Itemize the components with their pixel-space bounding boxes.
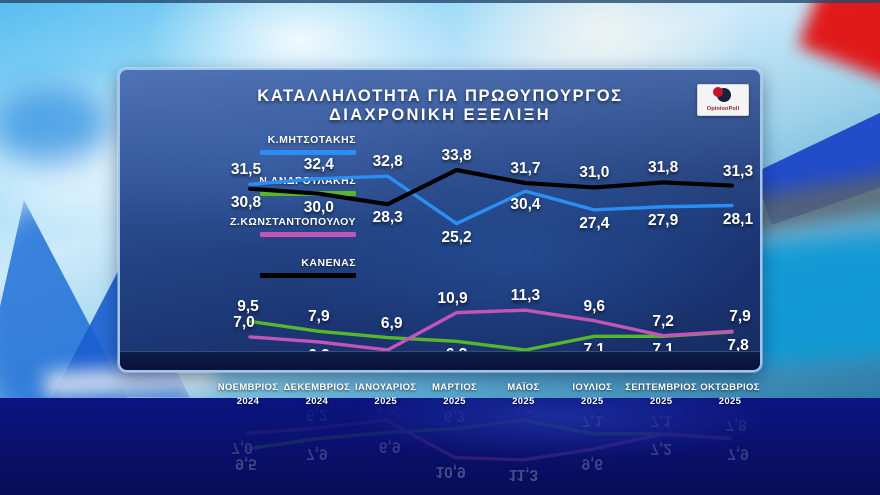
series-line-1: [248, 174, 734, 226]
x-axis-tick-month: ΟΚΤΩΒΡΙΟΣ: [700, 382, 760, 393]
data-point-label: 6,9: [380, 314, 403, 332]
data-point-label: 31,0: [579, 164, 610, 182]
data-point-label: 7,9: [308, 308, 330, 326]
legend-item-label: ΚΑΝΕΝΑΣ: [301, 257, 356, 269]
data-point-label: 11,3: [510, 287, 541, 305]
series-line-2: [248, 319, 734, 352]
logo-label: OpinionPoll: [706, 106, 740, 112]
x-axis-tick-month: ΜΑΪΟΣ: [507, 382, 540, 393]
legend-color-swatch: [260, 232, 356, 237]
x-axis-tick-year: 2025: [581, 396, 604, 407]
data-point-label: 28,1: [722, 210, 754, 228]
legend-item-1: Κ.ΜΗΤΣΟΤΑΚΗΣ: [120, 134, 366, 175]
data-point-label: 9,5: [237, 298, 259, 316]
data-point-label: 32,8: [372, 153, 403, 171]
data-point-label: 30,0: [303, 198, 334, 216]
x-axis-tick-year: 2024: [236, 396, 260, 407]
x-axis-tick-month: ΣΕΠΤΕΜΒΡΙΟΣ: [625, 382, 698, 393]
x-axis-tick-month: ΙΟΥΛΙΟΣ: [572, 382, 613, 393]
x-axis-tick-year: 2025: [512, 396, 535, 407]
data-point-label: 28,3: [372, 209, 403, 227]
x-axis-tick-month: ΙΑΝΟΥΑΡΙΟΣ: [355, 382, 417, 393]
x-axis-tick-year: 2025: [718, 396, 742, 407]
legend-item-4: ΚΑΝΕΝΑΣ: [120, 257, 366, 298]
opinionpoll-logo: OpinionPoll: [697, 84, 749, 116]
background-blur-shape: [0, 85, 110, 165]
x-axis-tick-2: ΔΕΚΕΜΒΡΙΟΣ 2024: [283, 381, 350, 409]
background-navy-band: [0, 398, 880, 495]
logo-dot-icon: [713, 87, 723, 97]
x-axis-tick-month: ΜΑΡΤΙΟΣ: [432, 382, 478, 393]
data-point-label: 7,0: [233, 313, 255, 331]
data-point-label: 31,7: [510, 160, 541, 178]
data-point-label: 7,8: [727, 336, 749, 354]
background-navy-glow: [300, 398, 820, 495]
x-axis-tick-year: 2025: [374, 396, 397, 407]
x-axis-tick-year: 2025: [649, 396, 673, 407]
page-title: ΚΑΤΑΛΛΗΛΟΤΗΤΑ ΓΙΑ ΠΡΩΘΥΠΟΥΡΓΟΣ ΔΙΑΧΡΟΝΙΚ…: [120, 87, 760, 125]
x-axis-tick-5: ΜΑΪΟΣ 2025: [507, 381, 539, 409]
x-axis-tick-3: ΙΑΝΟΥΑΡΙΟΣ 2025: [355, 381, 416, 409]
data-point-label: 27,9: [648, 211, 679, 229]
data-point-label: 31,5: [230, 161, 262, 179]
x-axis-tick-8: ΟΚΤΩΒΡΙΟΣ 2025: [700, 381, 760, 409]
chart-panel: ΚΑΤΑΛΛΗΛΟΤΗΤΑ ΓΙΑ ΠΡΩΘΥΠΟΥΡΓΟΣ ΔΙΑΧΡΟΝΙΚ…: [118, 68, 762, 372]
series-line-4: [247, 167, 735, 207]
legend-color-swatch: [260, 150, 356, 155]
x-axis-tick-year: 2024: [305, 396, 329, 407]
x-axis-tick-month: ΝΟΕΜΒΡΙΟΣ: [217, 382, 279, 393]
legend-item-label: Ζ.ΚΩΝΣΤΑΝΤΟΠΟΥΛΟΥ: [229, 216, 356, 228]
data-point-label: 27,4: [579, 214, 610, 232]
data-point-label: 7,2: [652, 312, 674, 330]
background-blur-shape: [744, 234, 880, 366]
x-axis: ΝΟΕΜΒΡΙΟΣ 2024 ΔΕΚΕΜΒΡΙΟΣ 2024 ΙΑΝΟΥΑΡΙΟΣ 202…: [118, 381, 760, 415]
x-axis-tick-year: 2025: [443, 396, 466, 407]
data-point-label: 9,6: [583, 297, 606, 315]
x-axis-tick-1: ΝΟΕΜΒΡΙΟΣ 2024: [218, 381, 279, 409]
title-line-1: ΚΑΤΑΛΛΗΛΟΤΗΤΑ ΓΙΑ ΠΡΩΘΥΠΟΥΡΓΟΣ: [257, 87, 623, 105]
data-point-label: 10,9: [437, 289, 468, 307]
data-point-label: 25,2: [441, 228, 472, 246]
data-point-label: 7,9: [729, 308, 751, 326]
panel-footer-bar: [120, 351, 760, 370]
legend-item-3: Ζ.ΚΩΝΣΤΑΝΤΟΠΟΥΛΟΥ: [120, 216, 366, 257]
x-axis-tick-7: ΣΕΠΤΕΜΒΡΙΟΣ 2025: [625, 381, 697, 409]
data-point-label: 31,8: [648, 159, 679, 177]
x-axis-tick-6: ΙΟΥΛΙΟΣ 2025: [572, 381, 612, 409]
line-chart: [247, 167, 735, 352]
background-top-divider: [0, 0, 880, 3]
data-point-label: 30,8: [230, 193, 262, 211]
data-point-label: 30,4: [510, 196, 541, 214]
data-point-label: 33,8: [441, 147, 472, 164]
legend-color-swatch: [260, 273, 356, 278]
legend-item-label: Κ.ΜΗΤΣΟΤΑΚΗΣ: [267, 134, 356, 146]
data-point-label: 32,4: [303, 155, 334, 173]
x-axis-tick-month: ΔΕΚΕΜΒΡΙΟΣ: [283, 382, 351, 393]
series-line-3: [248, 308, 734, 352]
title-line-2: ΔΙΑΧΡΟΝΙΚΗ ΕΞΕΛΙΞΗ: [328, 106, 552, 124]
x-axis-tick-4: ΜΑΡΤΙΟΣ 2025: [432, 381, 477, 409]
data-point-label: 31,3: [722, 162, 754, 180]
